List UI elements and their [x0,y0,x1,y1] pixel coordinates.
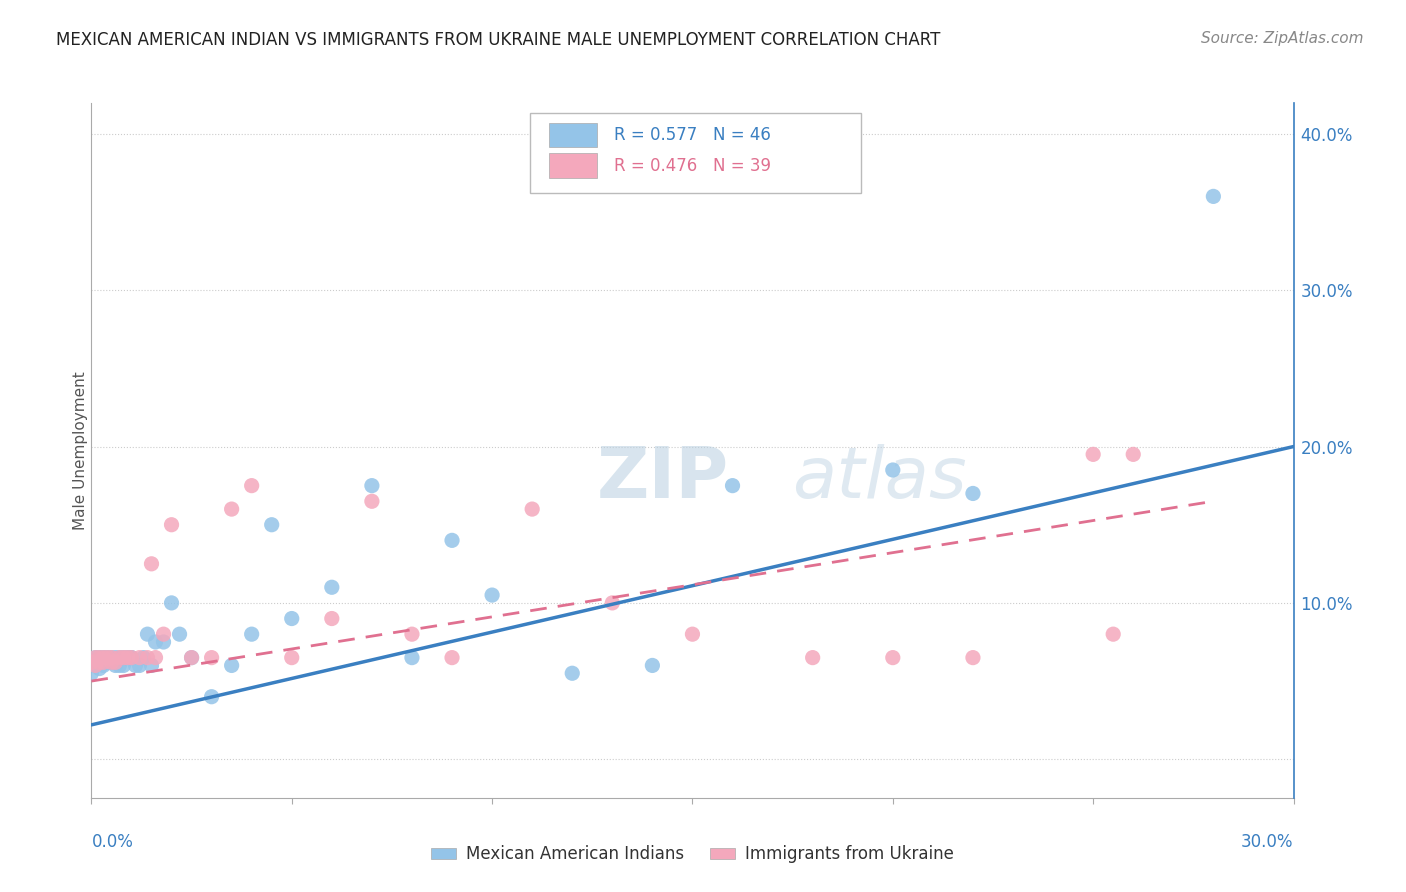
Point [221,502,243,516]
Point [96,650,118,665]
Point [89,662,111,676]
FancyBboxPatch shape [550,123,598,147]
Point [100,650,122,665]
FancyBboxPatch shape [530,113,860,193]
Point [281,611,304,625]
Point [201,650,224,665]
Point [141,557,163,571]
Point [801,650,824,665]
Text: R = 0.577   N = 46: R = 0.577 N = 46 [614,126,772,144]
Point [281,650,304,665]
Point [152,635,174,649]
Point [84,658,107,673]
Point [104,650,127,665]
Point [240,627,263,641]
Point [132,650,155,665]
Point [201,690,224,704]
Text: Source: ZipAtlas.com: Source: ZipAtlas.com [1201,31,1364,46]
Point [89,650,111,665]
Point [962,650,984,665]
Point [145,635,167,649]
Point [84,658,107,673]
Point [440,650,463,665]
Point [121,650,143,665]
Point [882,650,904,665]
Point [1122,447,1144,461]
Point [117,650,139,665]
Point [141,658,163,673]
Point [641,658,664,673]
Point [321,580,343,594]
Point [1102,627,1125,641]
Point [100,656,122,670]
Point [112,650,135,665]
Point [522,502,544,516]
Point [108,658,131,673]
Legend: Mexican American Indians, Immigrants from Ukraine: Mexican American Indians, Immigrants fro… [425,838,960,870]
Point [108,650,131,665]
Y-axis label: Male Unemployment: Male Unemployment [73,371,87,530]
Point [602,596,624,610]
Point [136,627,159,641]
Point [481,588,503,602]
Point [124,658,146,673]
Point [89,650,111,665]
Point [128,658,150,673]
Point [681,627,703,641]
Point [145,650,167,665]
Point [80,666,103,681]
Text: 0.0%: 0.0% [91,833,134,851]
Point [882,463,904,477]
Point [1202,189,1225,203]
Point [160,517,183,532]
Point [121,650,143,665]
Text: 30.0%: 30.0% [1241,833,1294,851]
Point [260,517,283,532]
Point [152,627,174,641]
Text: ZIP: ZIP [596,444,728,513]
Point [121,650,143,665]
Point [100,650,122,665]
Point [108,650,131,665]
Point [180,650,202,665]
Point [440,533,463,548]
Point [221,658,243,673]
Point [93,650,115,665]
Point [128,650,150,665]
Point [84,650,107,665]
Point [84,650,107,665]
Point [321,611,343,625]
Point [93,658,115,673]
Point [561,666,583,681]
Point [240,478,263,492]
Point [96,656,118,670]
Point [401,650,423,665]
Point [96,650,118,665]
Point [360,494,382,508]
Point [104,658,127,673]
Point [180,650,202,665]
Point [360,478,382,492]
Point [721,478,744,492]
Point [93,650,115,665]
Text: MEXICAN AMERICAN INDIAN VS IMMIGRANTS FROM UKRAINE MALE UNEMPLOYMENT CORRELATION: MEXICAN AMERICAN INDIAN VS IMMIGRANTS FR… [56,31,941,49]
Point [80,656,103,670]
Point [104,656,127,670]
Text: R = 0.476   N = 39: R = 0.476 N = 39 [614,157,772,175]
Text: atlas: atlas [792,444,967,513]
Point [136,650,159,665]
Point [160,596,183,610]
Point [117,650,139,665]
Point [401,627,423,641]
Point [1083,447,1105,461]
Point [93,656,115,670]
Point [112,658,135,673]
Point [100,656,122,670]
FancyBboxPatch shape [550,153,598,178]
Point [89,656,111,670]
Point [962,486,984,500]
Point [169,627,191,641]
Point [112,650,135,665]
